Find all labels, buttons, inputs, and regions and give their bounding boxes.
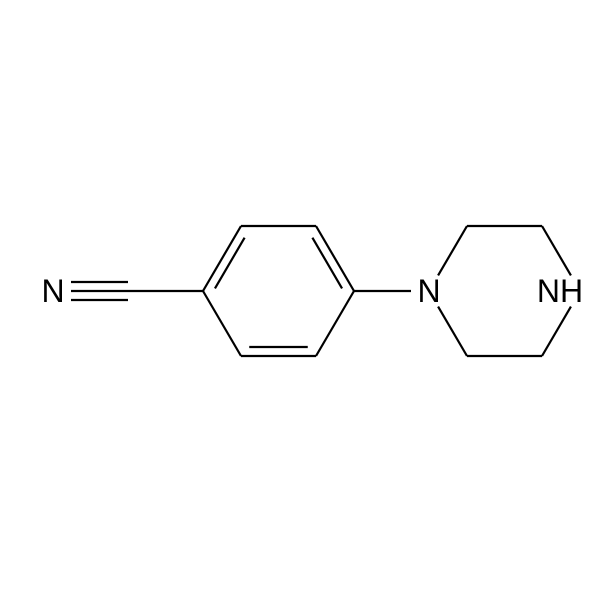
- bond: [316, 291, 354, 356]
- molecule-structure: N N NH: [0, 0, 600, 600]
- atom-label: N: [417, 273, 440, 309]
- bond: [438, 307, 467, 356]
- atom-label: NH: [537, 273, 583, 309]
- atom-label: N: [41, 273, 64, 309]
- bond: [542, 307, 571, 356]
- bond: [203, 291, 241, 356]
- bond: [438, 226, 467, 275]
- bond: [542, 226, 571, 275]
- bond: [316, 226, 354, 291]
- bond: [203, 226, 241, 291]
